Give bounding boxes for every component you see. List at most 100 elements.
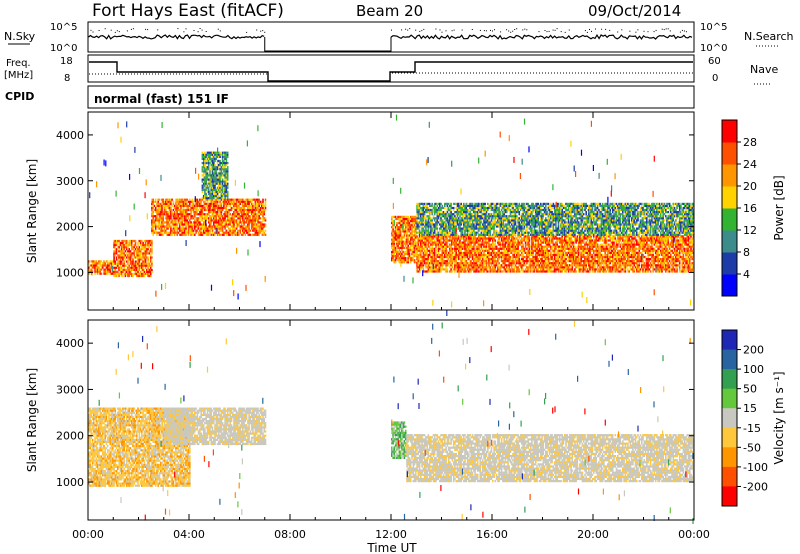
echo-cell: [245, 217, 248, 220]
echo-cell: [498, 235, 500, 238]
echo-cell: [224, 221, 226, 224]
echo-cell: [576, 235, 579, 238]
echo-cell: [224, 197, 226, 200]
echo-cell: [408, 234, 411, 237]
echo-cell: [209, 217, 211, 220]
echo-cell: [432, 262, 435, 265]
echo-cell: [223, 231, 225, 234]
echo-cell: [417, 245, 420, 248]
echo-cell: [505, 241, 508, 244]
echo-cell: [404, 259, 407, 262]
echo-cell: [173, 204, 176, 207]
echo-cell: [503, 253, 505, 257]
echo-cell: [519, 249, 522, 252]
echo-cell: [233, 202, 235, 205]
echo-cell: [538, 253, 541, 257]
echo-cell: [436, 241, 439, 244]
echo-cell: [474, 235, 476, 238]
echo-cell: [396, 226, 398, 229]
noise-trace: [88, 28, 693, 52]
echo-cell: [402, 242, 404, 245]
echo-cell: [173, 211, 176, 214]
echo-cell: [474, 264, 476, 267]
echo-cell: [513, 262, 516, 265]
echo-cell: [416, 235, 418, 238]
echo-cell: [224, 180, 226, 183]
echo-cell: [516, 260, 518, 263]
echo-cell: [598, 264, 600, 267]
echo-cell: [569, 239, 571, 242]
echo-cell: [238, 198, 240, 201]
echo-cell: [220, 186, 223, 189]
echo-cell: [537, 270, 540, 273]
echo-cell: [127, 266, 129, 269]
echo-cell: [415, 234, 417, 237]
echo-cell: [428, 235, 431, 238]
echo-cell: [224, 206, 226, 210]
echo-cell: [423, 260, 426, 263]
echo-cell: [128, 256, 130, 259]
echo-cell: [127, 260, 129, 263]
echo-cell: [440, 262, 442, 265]
echo-cell: [478, 264, 480, 267]
echo-cell: [567, 258, 570, 261]
echo-cell: [204, 176, 206, 179]
echo-cell: [497, 260, 499, 263]
echo-cell: [247, 227, 249, 230]
echo-cell: [220, 223, 223, 226]
echo-cell: [500, 247, 503, 250]
echo-cell: [118, 256, 120, 259]
echo-cell: [152, 219, 154, 222]
echo-cell: [454, 270, 456, 273]
echo-cell: [148, 239, 151, 243]
noise-search-dot: [514, 29, 516, 30]
echo-cell: [120, 246, 123, 249]
echo-cell: [586, 262, 589, 265]
echo-cell: [220, 208, 223, 212]
echo-cell: [225, 153, 228, 156]
echo-cell: [514, 239, 517, 242]
echo-cell: [167, 215, 170, 218]
echo-cell: [601, 249, 604, 252]
echo-cell: [234, 213, 236, 216]
echo-cell: [426, 253, 428, 257]
echo-cell: [569, 251, 571, 254]
echo-cell: [407, 236, 409, 239]
echo-cell: [510, 239, 513, 242]
echo-cell: [567, 260, 570, 263]
echo-cell: [239, 225, 242, 228]
echo-cell: [543, 239, 546, 242]
echo-cell: [181, 233, 183, 236]
echo-cell: [219, 219, 221, 222]
echo-cell: [403, 257, 406, 260]
echo-cell: [431, 237, 433, 240]
echo-cell: [413, 255, 416, 258]
echo-cell: [476, 253, 479, 257]
noise-search-dot: [130, 28, 132, 30]
echo-cell: [244, 215, 247, 218]
echo-cell: [408, 217, 411, 221]
echo-cell: [552, 262, 555, 265]
echo-cell: [207, 221, 210, 224]
nsky-label: N.Sky: [4, 30, 36, 43]
echo-cell: [436, 237, 439, 240]
echo-cell: [492, 251, 494, 254]
echo-cell: [172, 208, 175, 212]
echo-cell: [582, 268, 585, 271]
echo-cell: [473, 260, 475, 263]
echo-cell: [473, 264, 475, 267]
echo-cell: [117, 258, 119, 261]
echo-cell: [153, 225, 156, 228]
echo-cell: [582, 241, 585, 244]
echo-cell: [495, 235, 498, 238]
echo-cell: [449, 251, 451, 254]
echo-cell: [457, 251, 460, 254]
echo-cell: [247, 198, 249, 201]
echo-cell: [439, 255, 441, 259]
echo-cell: [451, 243, 454, 246]
echo-cell: [553, 258, 556, 261]
echo-cell: [521, 251, 523, 254]
echo-cell: [459, 241, 461, 244]
echo-cell: [451, 270, 454, 273]
echo-cell: [255, 213, 258, 216]
